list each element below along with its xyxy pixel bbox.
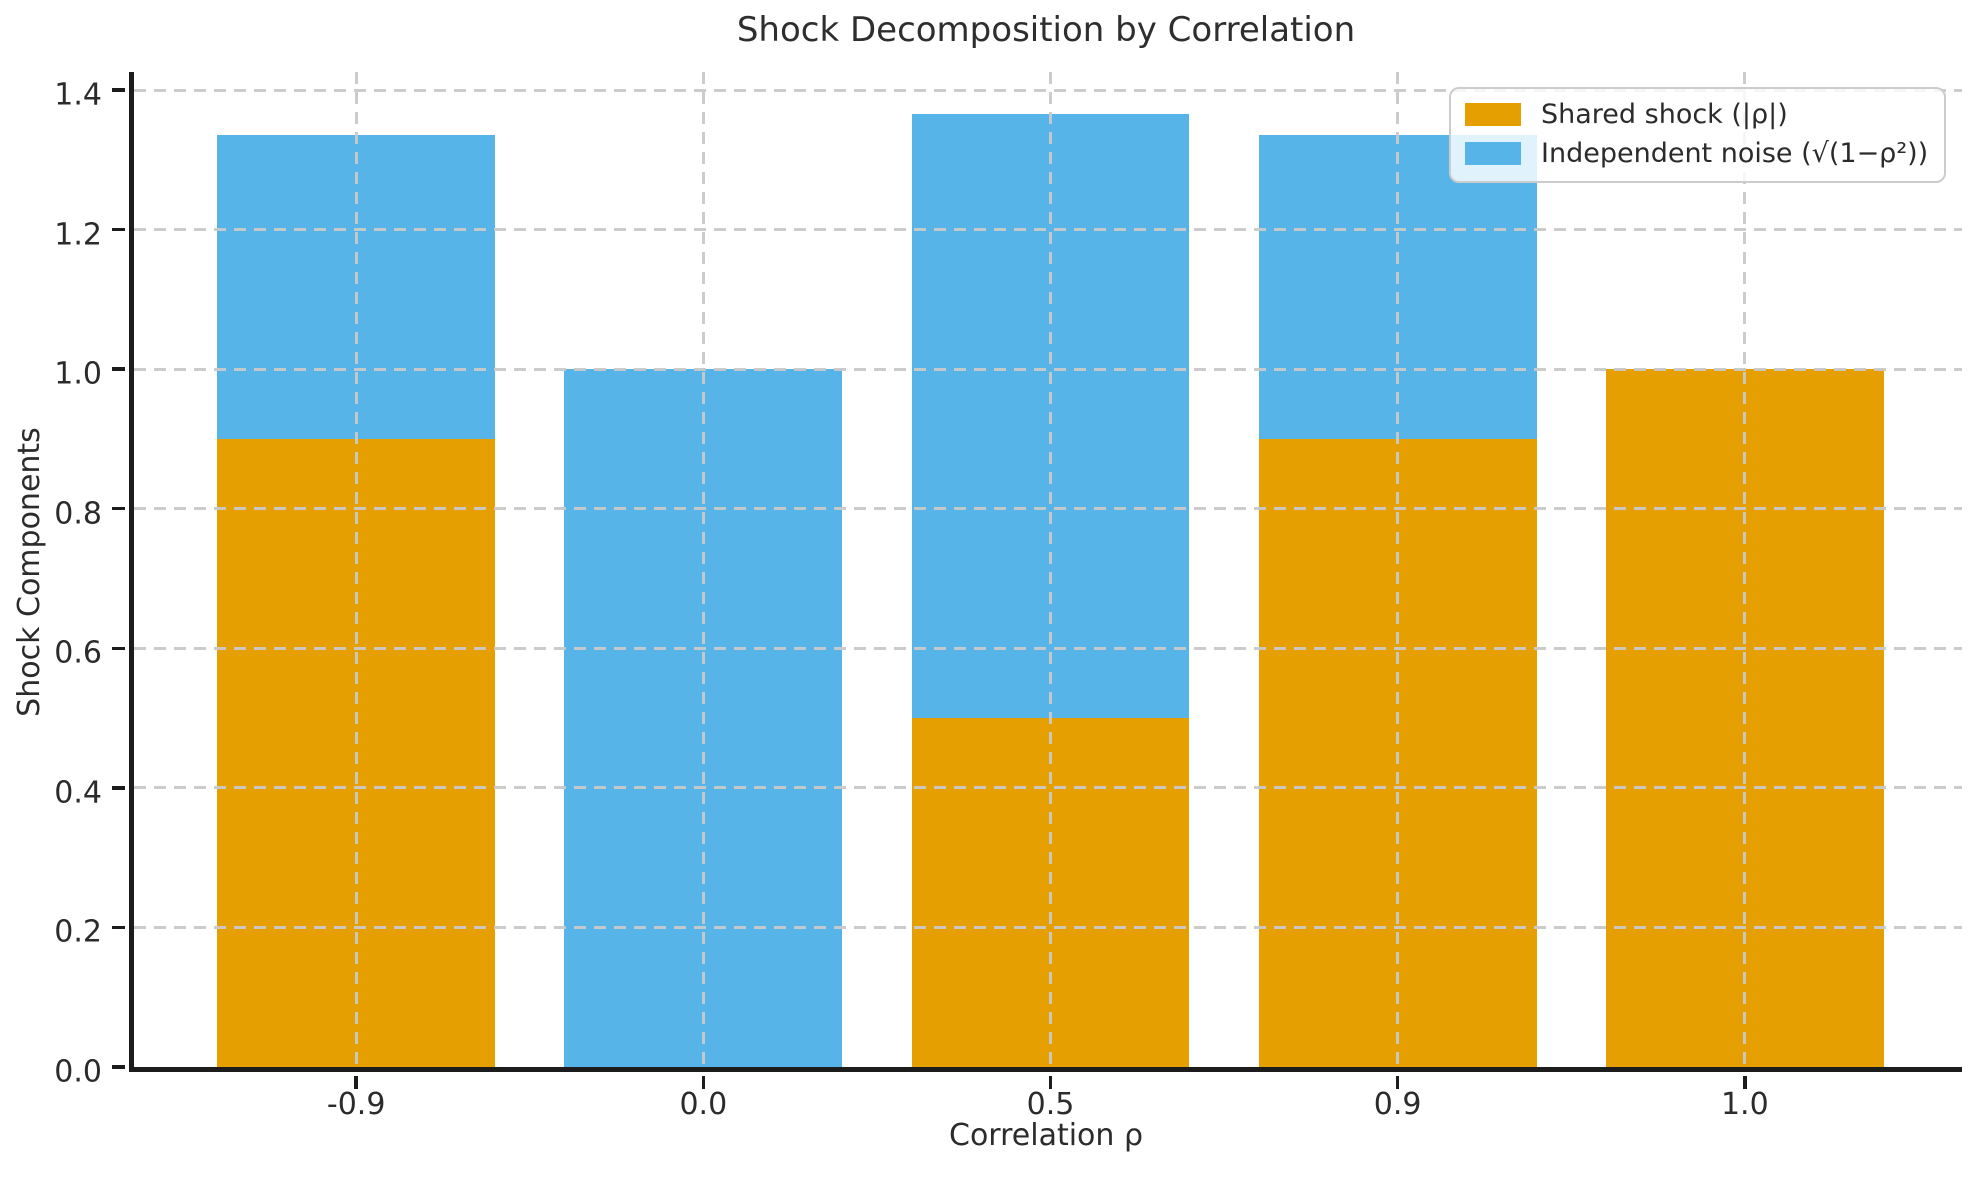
gridline-v-1.0 (1743, 72, 1747, 1067)
x-tick-mark-0.0 (701, 1076, 706, 1089)
y-tick-label-1.0: 1.0 (54, 356, 102, 392)
x-tick-label-0.5: 0.5 (1026, 1087, 1075, 1122)
y-tick-label-1.4: 1.4 (54, 77, 102, 113)
y-tick-mark-0.0 (112, 1065, 125, 1069)
y-tick-label-0.0: 0.0 (54, 1054, 102, 1090)
y-tick-label-0.2: 0.2 (54, 914, 102, 950)
legend-swatch-icon (1465, 142, 1521, 165)
gridline-h-1.4 (134, 88, 1962, 92)
x-tick-mark--0.9 (354, 1076, 358, 1089)
gridline-h-0.2 (134, 925, 1962, 929)
chart-title: Shock Decomposition by Correlation (736, 10, 1356, 50)
y-tick-mark-1.0 (112, 367, 125, 371)
y-axis-label: Shock Components (12, 427, 47, 717)
x-tick-label--0.9: -0.9 (326, 1087, 386, 1122)
y-tick-label-1.2: 1.2 (54, 217, 102, 253)
legend-entry-0: Shared shock (|ρ|) (1465, 99, 1928, 130)
x-tick-mark-1.0 (1743, 1076, 1747, 1089)
x-tick-mark-0.5 (1048, 1076, 1053, 1089)
y-tick-mark-0.8 (112, 506, 125, 511)
plot-area: 0.0 0.2 0.4 0.6 0.8 1.0 1.2 1.4 -0.9 0.0 0.5 0.9 1.0 (54, 72, 1962, 1122)
y-tick-mark-1.2 (112, 227, 125, 232)
y-tick-label-0.4: 0.4 (54, 775, 102, 811)
gridline-h-0.4 (134, 786, 1962, 790)
gridline-h-1.0 (134, 367, 1962, 371)
gridline-v-0.9 (1396, 72, 1400, 1067)
legend-swatch-icon (1465, 103, 1521, 126)
y-tick-mark-0.6 (112, 646, 125, 651)
gridline-h-0.8 (134, 507, 1962, 511)
gridline-v-0.0 (701, 72, 705, 1067)
y-tick-mark-0.2 (112, 925, 125, 930)
gridline-v--0.9 (354, 72, 358, 1067)
x-axis-label: Correlation ρ (948, 1118, 1144, 1153)
y-tick-mark-0.4 (112, 786, 125, 790)
x-tick-mark-0.9 (1395, 1076, 1400, 1089)
legend-entry-1: Independent noise (√(1−ρ²)) (1465, 138, 1928, 169)
y-tick-mark-1.4 (112, 88, 125, 92)
gridline-v-0.5 (1049, 72, 1052, 1067)
x-tick-label-1.0: 1.0 (1720, 1087, 1769, 1122)
y-tick-label-0.6: 0.6 (54, 635, 102, 671)
x-tick-label-0.9: 0.9 (1373, 1087, 1422, 1122)
gridline-h-1.2 (134, 228, 1962, 232)
y-tick-label-0.8: 0.8 (54, 496, 102, 532)
x-tick-label-0.0: 0.0 (679, 1087, 728, 1122)
gridline-h-0.6 (134, 646, 1962, 650)
legend-label: Shared shock (|ρ|) (1541, 99, 1788, 130)
legend-label: Independent noise (√(1−ρ²)) (1541, 138, 1929, 169)
legend: Shared shock (|ρ|) Independent noise (√(1… (1449, 87, 1946, 183)
